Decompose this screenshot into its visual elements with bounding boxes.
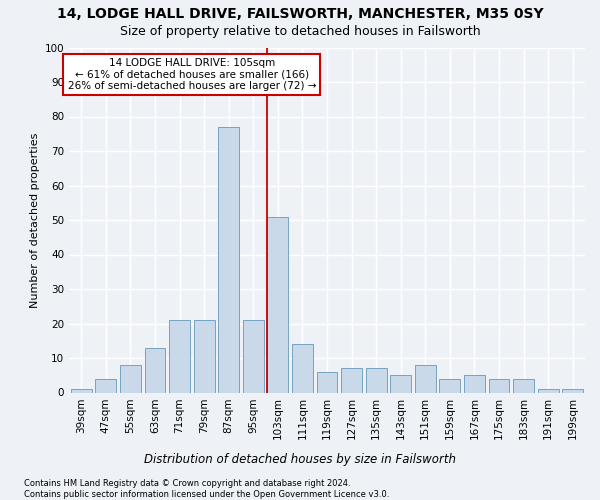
Bar [268,216,289,392]
Bar [390,375,411,392]
Text: 14, LODGE HALL DRIVE, FAILSWORTH, MANCHESTER, M35 0SY: 14, LODGE HALL DRIVE, FAILSWORTH, MANCHE… [56,8,544,22]
Text: Contains HM Land Registry data © Crown copyright and database right 2024.: Contains HM Land Registry data © Crown c… [24,479,350,488]
Bar [415,365,436,392]
Y-axis label: Number of detached properties: Number of detached properties [31,132,40,308]
Bar [439,378,460,392]
Bar [145,348,166,393]
Bar [513,378,534,392]
Bar [292,344,313,393]
Bar [169,320,190,392]
Bar [562,389,583,392]
Text: Size of property relative to detached houses in Failsworth: Size of property relative to detached ho… [119,25,481,38]
Bar [71,389,92,392]
Bar [243,320,264,392]
Text: Contains public sector information licensed under the Open Government Licence v3: Contains public sector information licen… [24,490,389,499]
Bar [341,368,362,392]
Bar [218,127,239,392]
Bar [194,320,215,392]
Text: Distribution of detached houses by size in Failsworth: Distribution of detached houses by size … [144,452,456,466]
Bar [488,378,509,392]
Bar [365,368,386,392]
Bar [538,389,559,392]
Text: 14 LODGE HALL DRIVE: 105sqm
← 61% of detached houses are smaller (166)
26% of se: 14 LODGE HALL DRIVE: 105sqm ← 61% of det… [68,58,316,91]
Bar [317,372,337,392]
Bar [464,375,485,392]
Bar [120,365,141,392]
Bar [95,378,116,392]
